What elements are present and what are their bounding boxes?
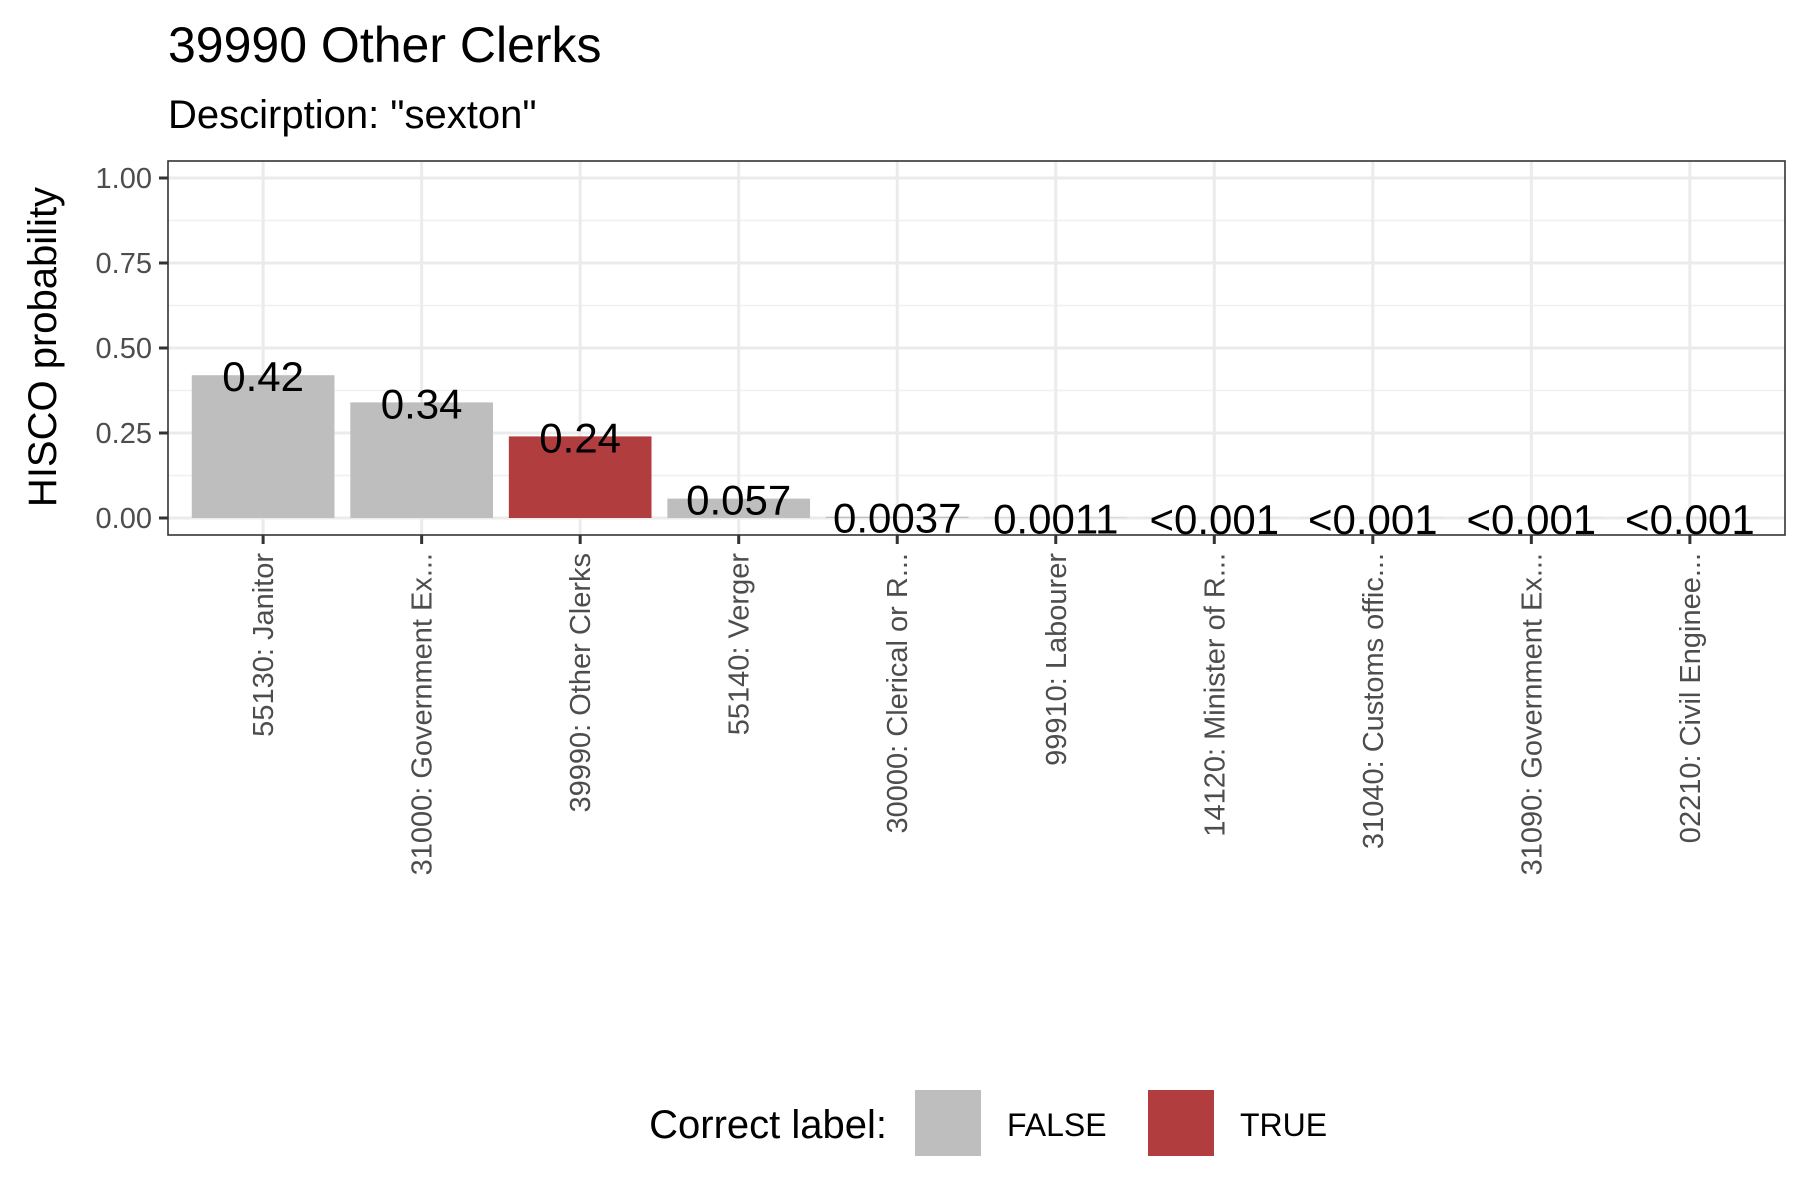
bar [508, 436, 652, 518]
data-label: 0.24 [539, 414, 621, 461]
x-tick-label: 31090: Government Ex... [1516, 553, 1548, 875]
bar [667, 498, 811, 518]
data-label: 0.057 [686, 477, 791, 524]
legend: Correct label: FALSE TRUE [649, 1090, 1327, 1156]
x-tick-label: 55130: Janitor [248, 553, 280, 737]
x-tick-label: 30000: Clerical or R... [882, 553, 914, 833]
x-tick-label: 31000: Government Ex... [407, 553, 439, 875]
chart-title: 39990 Other Clerks [168, 17, 602, 73]
x-tick-label: 14120: Minister of R... [1199, 553, 1231, 837]
data-label: 0.34 [381, 380, 463, 427]
legend-key-false [915, 1090, 981, 1156]
bar [191, 375, 335, 518]
y-tick-label: 0.00 [96, 503, 152, 535]
y-tick-label: 0.50 [96, 333, 152, 365]
bar [350, 402, 493, 518]
legend-label-true: TRUE [1240, 1107, 1327, 1143]
plot-area: 0.420.340.240.057 0.0037 0.0011 <0.001 <0.00… [96, 160, 1786, 875]
y-tick-label: 0.75 [96, 248, 152, 280]
legend-key-true [1148, 1090, 1214, 1156]
y-tick-label: 1.00 [96, 163, 152, 195]
y-tick-label: 0.25 [96, 418, 152, 450]
x-tick-label: 99910: Labourer [1041, 553, 1073, 766]
x-tick-label: 31040: Customs offic... [1358, 553, 1390, 849]
bar [825, 516, 969, 518]
data-label: 0.42 [222, 353, 304, 400]
chart-subtitle: Descirption: "sexton" [168, 93, 537, 137]
legend-title: Correct label: [649, 1103, 887, 1147]
legend-label-false: FALSE [1007, 1107, 1107, 1143]
x-tick-label: 02210: Civil Enginee... [1675, 553, 1707, 843]
y-axis-label: HISCO probability [21, 187, 65, 507]
x-tick-label: 39990: Other Clerks [565, 553, 597, 813]
x-tick-label: 55140: Verger [724, 553, 756, 736]
data-label: 0.0037 [833, 495, 961, 542]
